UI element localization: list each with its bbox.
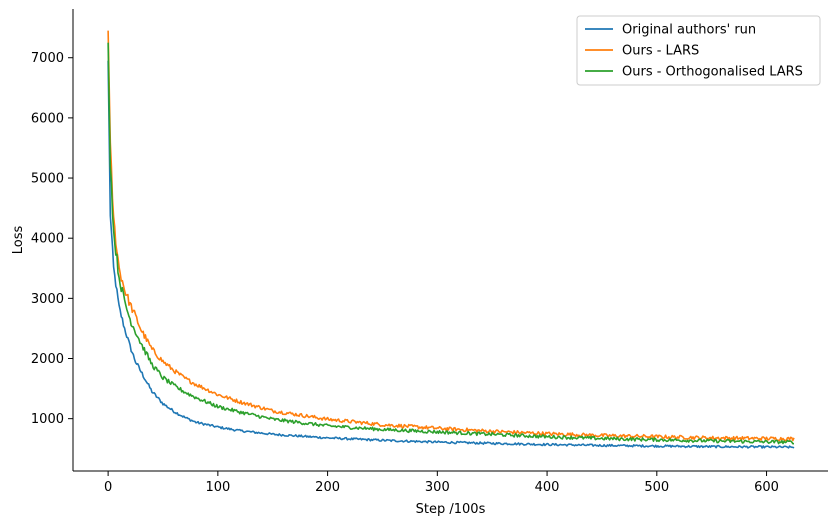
series-line-2 — [107, 30, 795, 442]
axes-layer: 0 100 200 300 400 500 600 1000 2000 3000 4000 5000 6… — [31, 9, 828, 495]
x-axis-label: Step /100s — [416, 502, 486, 517]
legend: Original authors' run Ours - LARS Ours - O… — [576, 15, 821, 86]
y-tick-label: 7000 — [31, 51, 64, 66]
x-tick-label: 100 — [205, 480, 230, 495]
x-tick-label: 200 — [315, 480, 340, 495]
y-tick-label: 2000 — [31, 352, 64, 367]
y-tick-label: 4000 — [31, 232, 64, 247]
x-tick-label: 300 — [425, 480, 450, 495]
x-tick-label: 500 — [644, 480, 669, 495]
legend-label-1: Original authors' run — [622, 23, 756, 38]
series-line-3 — [107, 42, 795, 445]
y-tick-label: 3000 — [31, 292, 64, 307]
series-layer — [107, 30, 795, 449]
x-tick-label: 400 — [535, 480, 560, 495]
legend-box — [576, 15, 821, 86]
x-tick-label: 600 — [754, 480, 779, 495]
legend-label-2: Ours - LARS — [622, 44, 699, 59]
y-tick-label: 5000 — [31, 172, 64, 187]
y-tick-label: 6000 — [31, 111, 64, 126]
y-tick-label: 1000 — [31, 412, 64, 427]
series-line-1 — [107, 60, 795, 449]
y-axis-label: Loss — [11, 226, 26, 255]
x-tick-label: 0 — [104, 480, 112, 495]
legend-label-3: Ours - Orthogonalised LARS — [622, 65, 803, 80]
